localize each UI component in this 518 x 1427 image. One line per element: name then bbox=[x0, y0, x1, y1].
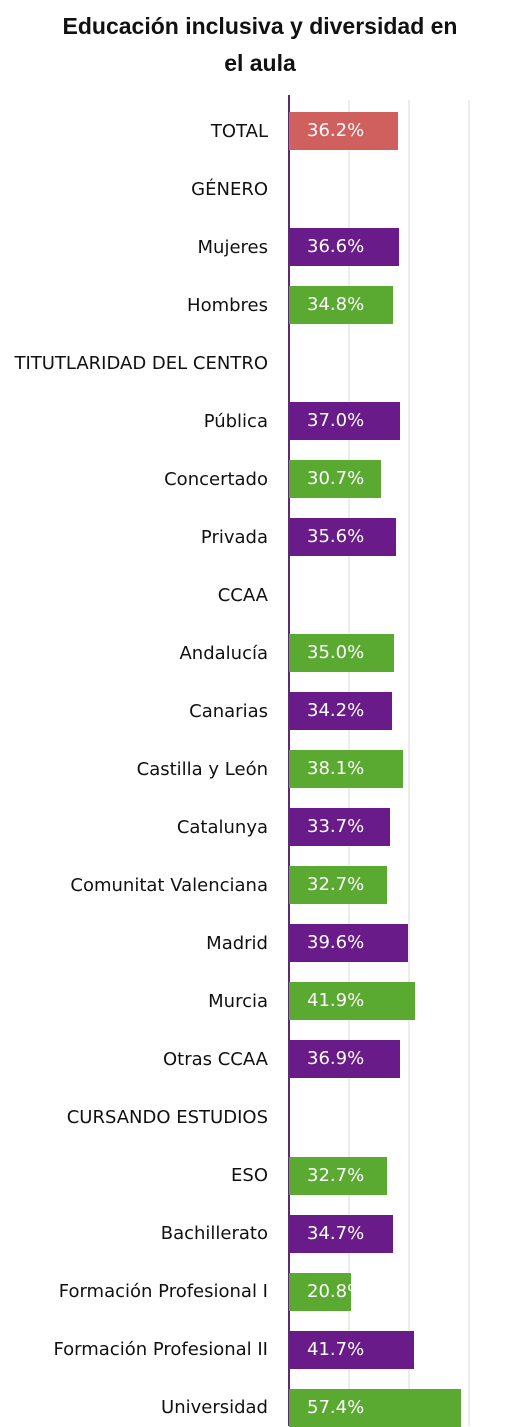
category-label: Catalunya bbox=[176, 816, 268, 838]
value-label: 33.7% bbox=[307, 816, 365, 838]
category-label: Privada bbox=[200, 526, 268, 548]
category-label: TOTAL bbox=[210, 120, 268, 142]
bar: 39.6% bbox=[289, 924, 408, 963]
value-label: 30.7% bbox=[307, 468, 365, 490]
category-label: Comunitat Valenciana bbox=[70, 874, 268, 896]
bar: 36.9% bbox=[289, 1040, 400, 1079]
bar: 35.6% bbox=[289, 518, 396, 557]
value-label: 39.6% bbox=[307, 932, 365, 954]
value-label: 32.7% bbox=[307, 1164, 365, 1186]
chart-title: Educación inclusiva y diversidad en el a… bbox=[62, 13, 458, 76]
category-label: Castilla y León bbox=[136, 758, 268, 780]
category-label: CURSANDO ESTUDIOS bbox=[66, 1107, 268, 1128]
bar: 32.7% bbox=[289, 866, 388, 905]
value-label: 35.6% bbox=[307, 526, 365, 548]
category-label: GÉNERO bbox=[191, 178, 268, 200]
category-label: Hombres bbox=[187, 294, 268, 316]
bar: 34.7% bbox=[289, 1214, 394, 1253]
category-label: Concertado bbox=[164, 468, 268, 490]
category-label: Bachillerato bbox=[160, 1223, 268, 1245]
bar: 36.6% bbox=[289, 228, 399, 267]
bar: 35.0% bbox=[289, 634, 394, 673]
value-label: 36.9% bbox=[307, 1048, 365, 1070]
value-label: 34.8% bbox=[307, 294, 365, 316]
category-label: Otras CCAA bbox=[162, 1048, 268, 1070]
value-label: 57.4% bbox=[307, 1396, 365, 1418]
bar: 41.7% bbox=[289, 1330, 415, 1369]
bar: 34.8% bbox=[289, 286, 394, 325]
bar: 30.7% bbox=[289, 460, 382, 499]
value-label: 41.9% bbox=[307, 990, 365, 1012]
category-label: Murcia bbox=[208, 990, 268, 1012]
bar: 37.0% bbox=[289, 402, 400, 441]
value-label: 34.2% bbox=[307, 700, 365, 722]
category-label: Andalucía bbox=[179, 642, 268, 664]
category-label: ESO bbox=[231, 1165, 268, 1187]
category-label: Madrid bbox=[206, 932, 268, 954]
category-label: CCAA bbox=[217, 584, 268, 606]
bar: 33.7% bbox=[289, 808, 391, 847]
category-label: TITUTLARIDAD DEL CENTRO bbox=[14, 352, 268, 374]
category-label: Mujeres bbox=[197, 236, 268, 258]
bar: 32.7% bbox=[289, 1156, 388, 1195]
category-label: Universidad bbox=[161, 1397, 268, 1419]
bar: 34.2% bbox=[289, 692, 392, 731]
value-label: 41.7% bbox=[307, 1338, 365, 1360]
bar: 20.8% bbox=[289, 1272, 352, 1311]
value-label: 37.0% bbox=[307, 410, 365, 432]
bar: 38.1% bbox=[289, 750, 404, 789]
value-label: 34.7% bbox=[307, 1222, 365, 1244]
category-label: Canarias bbox=[189, 700, 268, 722]
value-label: 36.6% bbox=[307, 236, 365, 258]
bar: 36.2% bbox=[289, 112, 398, 150]
value-label: 20.8% bbox=[307, 1280, 351, 1302]
value-label: 32.7% bbox=[307, 874, 365, 896]
bar: 41.9% bbox=[289, 982, 415, 1021]
value-label: 35.0% bbox=[307, 642, 365, 664]
value-label: 36.2% bbox=[307, 120, 365, 141]
category-label: Pública bbox=[203, 410, 268, 432]
value-label: 38.1% bbox=[307, 758, 365, 780]
bar: 57.4% bbox=[289, 1388, 462, 1427]
category-label: Formación Profesional I bbox=[58, 1281, 268, 1303]
category-label: Formación Profesional II bbox=[53, 1339, 268, 1361]
